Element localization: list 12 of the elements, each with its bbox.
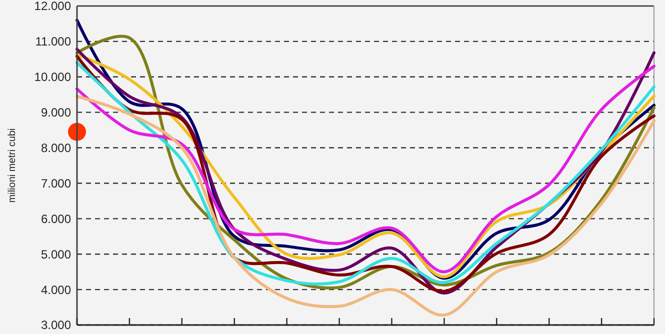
y-tick-label: 3.000 [40,318,72,332]
y-tick-label: 6.000 [40,212,72,226]
y-tick-label: 4.000 [40,282,72,297]
y-tick-label: 7.000 [40,176,72,190]
y-tick-label: 12.000 [34,0,72,14]
y-tick-label: 9.000 [40,106,72,120]
y-tick-label: 8.000 [40,140,72,155]
line-series [76,94,656,317]
y-axis-title: milioni metri cubi [7,128,18,203]
y-tick-label: 11.000 [35,34,72,49]
y-tick-label: 10.000 [34,70,72,84]
y-tick-label: 5.000 [40,247,72,262]
